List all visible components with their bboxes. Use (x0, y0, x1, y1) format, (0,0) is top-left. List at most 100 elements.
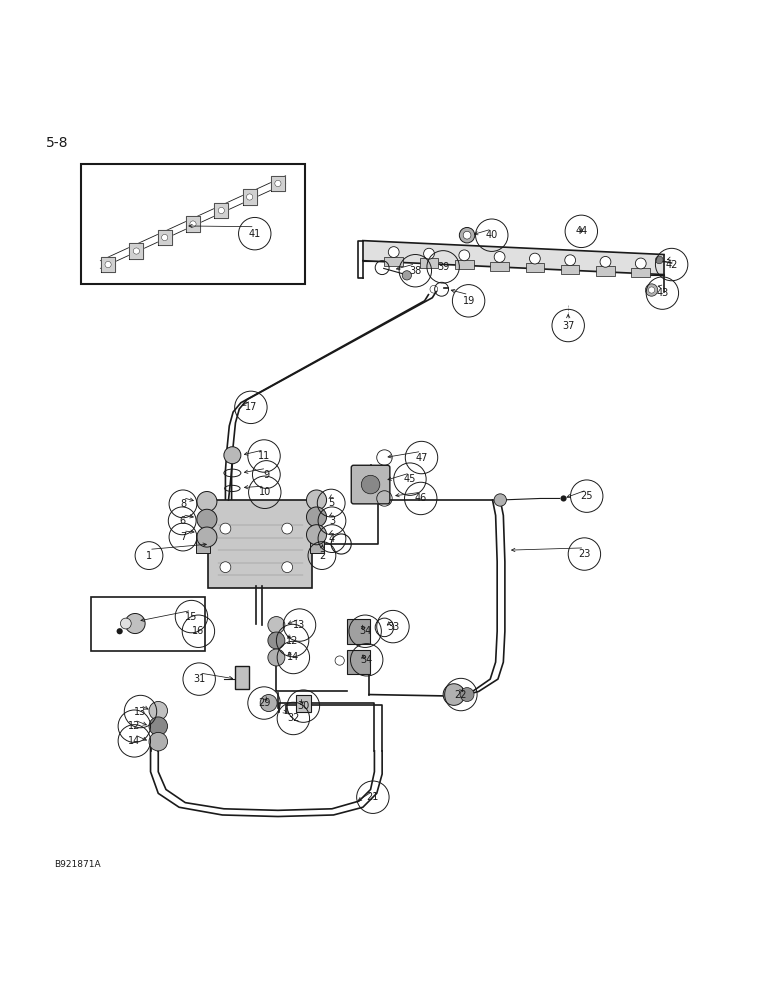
Circle shape (268, 632, 285, 649)
Circle shape (494, 494, 506, 506)
Circle shape (463, 231, 471, 239)
Text: 10: 10 (259, 487, 271, 497)
Bar (196, 535, 210, 553)
Circle shape (443, 684, 465, 705)
Polygon shape (242, 189, 256, 205)
Bar (420, 258, 438, 268)
Text: 46: 46 (415, 493, 427, 503)
Text: 15: 15 (185, 612, 198, 622)
Polygon shape (186, 216, 200, 232)
Text: 11: 11 (258, 451, 270, 461)
Circle shape (224, 447, 241, 464)
Text: 30: 30 (297, 701, 310, 711)
Circle shape (218, 207, 225, 214)
Text: 22: 22 (455, 690, 467, 700)
FancyBboxPatch shape (208, 500, 312, 588)
Bar (596, 266, 615, 276)
FancyBboxPatch shape (347, 619, 370, 644)
Circle shape (161, 234, 168, 241)
Circle shape (388, 247, 399, 257)
Circle shape (648, 287, 655, 293)
Bar (81, 164, 305, 284)
Circle shape (260, 695, 277, 712)
Text: 44: 44 (575, 226, 587, 236)
Circle shape (494, 252, 505, 262)
Circle shape (424, 248, 435, 259)
Text: 12: 12 (286, 636, 299, 646)
Bar (310, 535, 324, 553)
Circle shape (306, 525, 327, 545)
Circle shape (282, 562, 293, 573)
FancyBboxPatch shape (351, 465, 390, 504)
Bar (526, 263, 544, 272)
Text: 31: 31 (193, 674, 205, 684)
Circle shape (125, 613, 145, 634)
Text: 2: 2 (319, 551, 325, 561)
Bar (455, 260, 473, 269)
Circle shape (600, 256, 611, 267)
Text: B921871A: B921871A (54, 860, 100, 869)
Text: 25: 25 (581, 491, 593, 501)
Text: 41: 41 (249, 229, 261, 239)
Text: 47: 47 (415, 453, 428, 463)
Text: 9: 9 (263, 470, 269, 480)
Text: 8: 8 (180, 499, 186, 509)
Circle shape (560, 495, 567, 502)
Text: 34: 34 (361, 655, 373, 665)
Text: 32: 32 (287, 713, 300, 723)
Text: 6: 6 (179, 516, 185, 526)
Text: 12: 12 (128, 721, 141, 731)
Polygon shape (130, 243, 144, 259)
Bar (490, 262, 509, 271)
Circle shape (268, 649, 285, 666)
Text: 39: 39 (437, 262, 449, 272)
Circle shape (149, 701, 168, 720)
Text: 14: 14 (287, 652, 300, 662)
Circle shape (117, 628, 123, 634)
Bar (91, 596, 205, 651)
Circle shape (530, 253, 540, 264)
Text: 3: 3 (329, 516, 335, 526)
Circle shape (361, 475, 380, 494)
Circle shape (655, 256, 663, 264)
Text: 14: 14 (128, 736, 141, 746)
Circle shape (306, 490, 327, 510)
Bar (235, 666, 249, 689)
Polygon shape (271, 176, 285, 191)
Circle shape (275, 180, 281, 187)
Text: 21: 21 (367, 792, 379, 802)
Text: 1: 1 (146, 551, 152, 561)
Text: 17: 17 (245, 402, 257, 412)
Circle shape (459, 227, 475, 243)
Circle shape (268, 617, 285, 634)
Text: 23: 23 (578, 549, 591, 559)
Text: 40: 40 (486, 230, 498, 240)
Circle shape (220, 562, 231, 573)
Circle shape (246, 194, 252, 200)
Circle shape (402, 271, 411, 280)
Text: 33: 33 (387, 622, 399, 632)
Bar (631, 268, 650, 277)
Circle shape (105, 261, 111, 268)
Circle shape (459, 250, 469, 261)
Polygon shape (157, 230, 171, 245)
Bar (296, 695, 311, 712)
Circle shape (220, 523, 231, 534)
Circle shape (306, 507, 327, 527)
Circle shape (197, 509, 217, 529)
Text: 13: 13 (293, 620, 306, 630)
Text: 4: 4 (329, 534, 335, 544)
Text: 43: 43 (656, 288, 669, 298)
Text: 38: 38 (409, 266, 422, 276)
Circle shape (149, 732, 168, 751)
Text: 45: 45 (404, 474, 416, 484)
Text: 5: 5 (328, 498, 334, 508)
Polygon shape (101, 257, 115, 272)
Text: 13: 13 (134, 707, 147, 717)
Text: 37: 37 (562, 321, 574, 331)
Circle shape (197, 527, 217, 547)
FancyBboxPatch shape (347, 650, 370, 674)
Circle shape (645, 284, 658, 296)
Circle shape (190, 221, 196, 227)
Text: 16: 16 (192, 626, 205, 636)
